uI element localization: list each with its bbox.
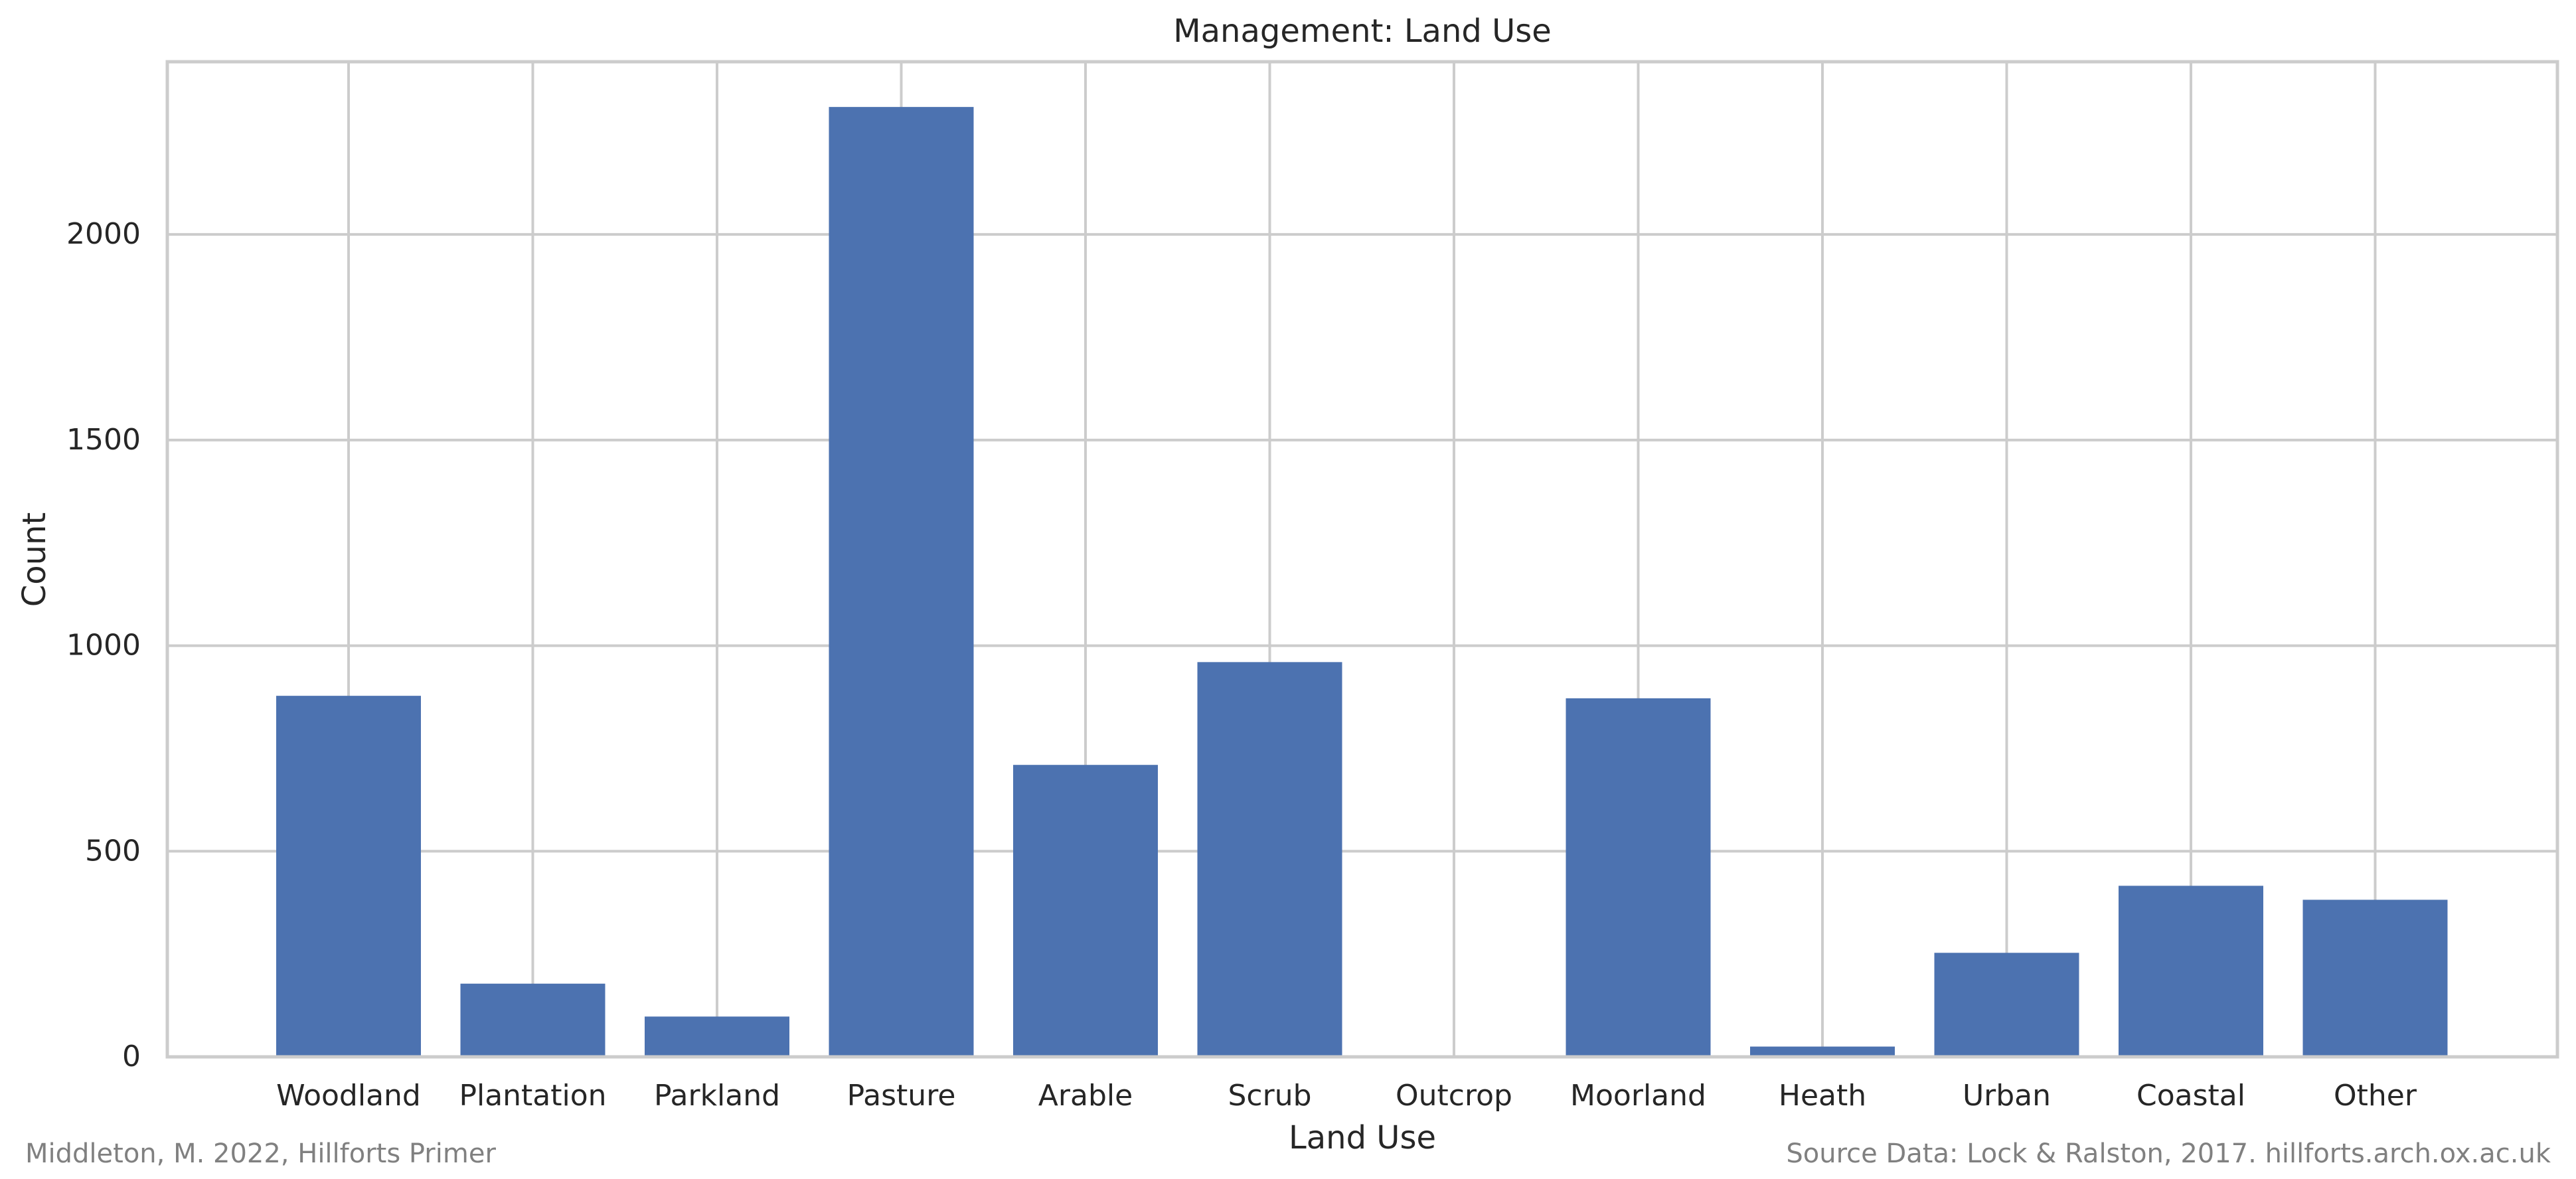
bar-other <box>2302 900 2448 1057</box>
x-tick-label: Moorland <box>1570 1079 1706 1113</box>
x-axis-label: Land Use <box>1289 1119 1436 1156</box>
x-tick-label: Woodland <box>276 1079 421 1113</box>
footer-source: Source Data: Lock & Ralston, 2017. hillf… <box>1786 1139 2551 1169</box>
x-tick-label: Outcrop <box>1396 1079 1512 1113</box>
x-tick-label: Coastal <box>2136 1079 2245 1113</box>
y-tick-label: 1000 <box>66 629 141 663</box>
x-tick-label: Other <box>2334 1079 2417 1113</box>
bar-scrub <box>1197 662 1342 1057</box>
bar-plantation <box>460 983 605 1057</box>
bar-parkland <box>645 1016 789 1057</box>
y-tick-label: 2000 <box>66 217 141 251</box>
bar-heath <box>1750 1046 1895 1057</box>
bar-coastal <box>2119 886 2263 1057</box>
x-tick-label: Scrub <box>1228 1079 1311 1113</box>
bar-moorland <box>1566 698 1711 1057</box>
y-tick-label: 1500 <box>66 423 141 457</box>
y-tick-label: 0 <box>122 1040 141 1073</box>
x-tick-label: Plantation <box>459 1079 606 1113</box>
x-tick-label: Pasture <box>847 1079 956 1113</box>
x-tick-label: Heath <box>1779 1079 1866 1113</box>
bar-woodland <box>276 696 421 1057</box>
bar-arable <box>1013 765 1158 1057</box>
y-tick-label: 500 <box>85 834 141 868</box>
x-tick-label: Parkland <box>654 1079 780 1113</box>
x-tick-label: Urban <box>1963 1079 2051 1113</box>
bar-urban <box>1934 953 2079 1057</box>
footer-credit: Middleton, M. 2022, Hillforts Primer <box>25 1139 496 1169</box>
y-axis-label: Count <box>16 512 53 607</box>
bar-pasture <box>829 107 974 1058</box>
plot-frame <box>165 60 2559 1059</box>
chart-title: Management: Land Use <box>1173 13 1552 50</box>
x-tick-label: Arable <box>1038 1079 1133 1113</box>
